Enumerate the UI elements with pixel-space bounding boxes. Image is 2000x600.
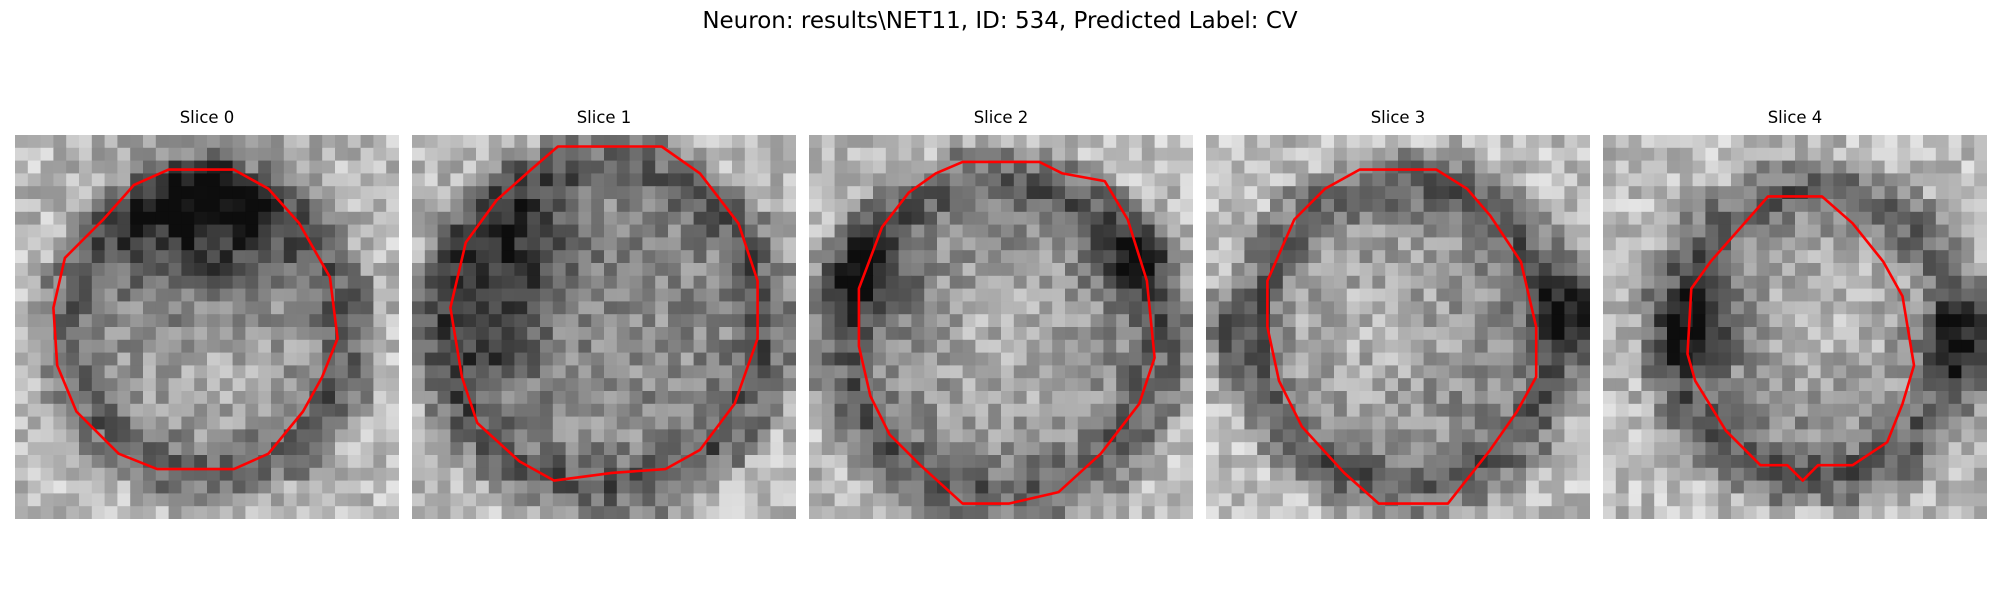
cell-contour bbox=[1686, 195, 1916, 482]
cell-contour bbox=[449, 145, 759, 482]
cell-contour bbox=[857, 160, 1156, 505]
slice-title-1: Slice 1 bbox=[576, 108, 632, 127]
slice-panel-1: Slice 1 bbox=[412, 108, 796, 519]
slice-title-0: Slice 0 bbox=[179, 108, 235, 127]
figure-title: Neuron: results\NET11, ID: 534, Predicte… bbox=[702, 8, 1298, 34]
slice-image-3 bbox=[1206, 135, 1590, 519]
grayscale-pixels bbox=[15, 135, 399, 519]
slice-panel-2: Slice 2 bbox=[809, 108, 1193, 519]
slice-image-0 bbox=[15, 135, 399, 519]
cell-contour bbox=[52, 168, 339, 471]
slice-panel-3: Slice 3 bbox=[1206, 108, 1590, 519]
grayscale-pixels bbox=[1603, 135, 1987, 519]
grayscale-pixels bbox=[809, 135, 1193, 519]
cell-contour bbox=[1266, 168, 1538, 505]
slice-title-4: Slice 4 bbox=[1767, 108, 1823, 127]
slice-image-4 bbox=[1603, 135, 1987, 519]
slice-panel-4: Slice 4 bbox=[1603, 108, 1987, 519]
slice-image-1 bbox=[412, 135, 796, 519]
slice-panel-0: Slice 0 bbox=[15, 108, 399, 519]
grayscale-pixels bbox=[412, 135, 796, 519]
slice-title-2: Slice 2 bbox=[973, 108, 1029, 127]
grayscale-pixels bbox=[1206, 135, 1590, 519]
slice-title-3: Slice 3 bbox=[1370, 108, 1426, 127]
slice-image-2 bbox=[809, 135, 1193, 519]
